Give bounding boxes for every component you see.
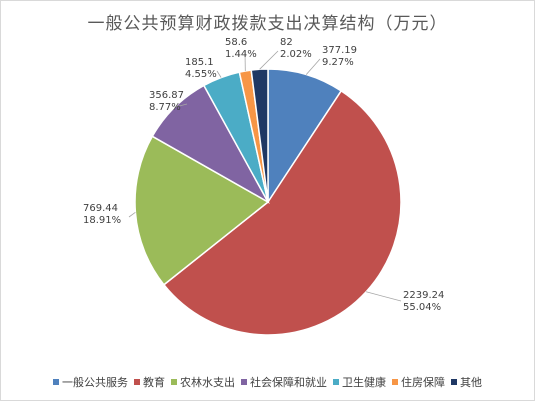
leader-line-2 xyxy=(365,291,402,302)
leader-line-4 xyxy=(174,103,188,108)
leader-line-1 xyxy=(305,58,321,75)
legend-swatch-3 xyxy=(171,379,177,385)
legend-swatch-1 xyxy=(53,379,59,385)
data-label-value-1: 377.19 xyxy=(322,45,357,56)
legend-label-6: 住房保障 xyxy=(401,376,445,389)
legend-label-4: 社会保障和就业 xyxy=(250,376,327,389)
data-label-percent-2: 55.04% xyxy=(403,302,441,313)
data-label-percent-6: 1.44% xyxy=(225,49,257,60)
legend-item-7: 其他 xyxy=(451,374,482,390)
chart-title: 一般公共预算财政拨款支出决算结构（万元） xyxy=(87,14,448,34)
legend-item-2: 教育 xyxy=(134,374,165,390)
leader-line-5 xyxy=(216,70,222,78)
data-label-percent-3: 18.91% xyxy=(83,215,121,226)
pie-slice-3 xyxy=(134,135,270,286)
legend-item-3: 农林水支出 xyxy=(171,374,235,390)
data-label-percent-5: 4.55% xyxy=(185,69,217,80)
pie-slice-1 xyxy=(267,68,343,205)
legend-label-2: 教育 xyxy=(143,376,165,389)
data-label-value-4: 356.87 xyxy=(149,90,184,101)
legend-item-1: 一般公共服务 xyxy=(53,374,128,390)
leader-line-7 xyxy=(259,50,279,70)
data-label-percent-1: 9.27% xyxy=(322,57,354,68)
legend: 一般公共服务 教育 农林水支出 社会保障和就业 卫生健康 住房保障 其他 xyxy=(1,374,534,390)
data-label-percent-4: 8.77% xyxy=(149,102,181,113)
data-label-percent-7: 2.02% xyxy=(280,49,312,60)
legend-label-3: 农林水支出 xyxy=(180,376,235,389)
data-label-value-2: 2239.24 xyxy=(403,290,444,301)
legend-swatch-7 xyxy=(451,379,457,385)
leader-line-3 xyxy=(128,211,136,218)
data-label-value-3: 769.44 xyxy=(83,203,118,214)
data-label-value-6: 58.6 xyxy=(225,37,247,48)
legend-label-1: 一般公共服务 xyxy=(62,376,128,389)
legend-label-5: 卫生健康 xyxy=(342,376,386,389)
legend-item-6: 住房保障 xyxy=(392,374,445,390)
legend-swatch-4 xyxy=(241,379,247,385)
data-label-value-5: 185.1 xyxy=(185,57,214,68)
legend-item-5: 卫生健康 xyxy=(333,374,386,390)
legend-item-4: 社会保障和就业 xyxy=(241,374,327,390)
legend-label-7: 其他 xyxy=(460,376,482,389)
legend-swatch-5 xyxy=(333,379,339,385)
legend-swatch-6 xyxy=(392,379,398,385)
data-label-value-7: 82 xyxy=(280,37,293,48)
legend-swatch-2 xyxy=(134,379,140,385)
